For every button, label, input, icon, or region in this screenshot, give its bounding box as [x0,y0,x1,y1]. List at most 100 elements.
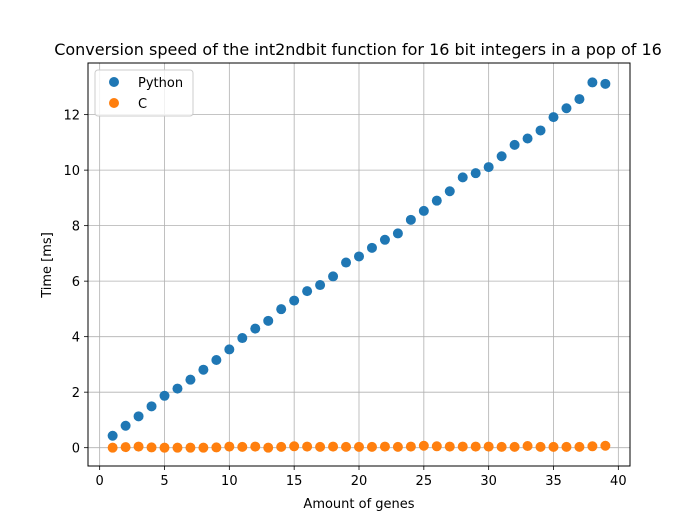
data-point-c [302,441,313,452]
data-point-python [250,323,261,334]
data-point-python [587,77,598,88]
data-point-c [263,442,274,453]
legend-marker-python [109,77,119,87]
data-point-python [457,172,468,183]
data-point-python [159,390,170,401]
data-point-c [379,441,390,452]
data-point-c [509,441,520,452]
data-point-python [302,286,313,297]
data-point-python [120,420,131,431]
data-point-c [470,441,481,452]
data-point-c [392,441,403,452]
legend-label-c: C [138,97,147,112]
data-point-c [444,441,455,452]
data-point-c [237,441,248,452]
data-point-python [574,94,585,105]
data-point-python [211,354,222,365]
data-point-python [548,112,559,123]
data-point-c [431,441,442,452]
y-tick-label: 2 [72,386,80,401]
data-point-python [535,125,546,136]
data-point-python [276,304,287,315]
y-axis-ticks: 0 2 4 6 8 10 12 [63,109,88,457]
x-tick-label: 25 [416,474,433,489]
x-tick-label: 20 [351,474,368,489]
data-point-c [133,441,144,452]
data-point-c [600,440,611,451]
data-points [107,77,611,453]
data-point-python [444,186,455,197]
data-point-python [431,195,442,206]
data-point-python [392,228,403,239]
series-python [107,77,611,441]
y-tick-label: 0 [72,442,80,457]
data-point-c [587,441,598,452]
data-point-c [172,442,183,453]
data-point-python [483,162,494,173]
data-point-c [341,441,352,452]
data-point-c [250,441,261,452]
data-point-c [120,442,131,453]
data-point-c [159,442,170,453]
data-point-python [224,344,235,355]
data-point-python [315,280,326,291]
data-point-python [341,257,352,268]
x-tick-label: 35 [545,474,562,489]
x-axis-ticks: 0 5 10 15 20 25 30 35 40 [96,466,627,489]
y-tick-label: 4 [72,331,80,346]
data-point-c [405,441,416,452]
data-point-python [146,401,157,412]
data-point-c [354,441,364,452]
x-tick-label: 10 [221,474,238,489]
data-point-c [561,441,572,452]
data-point-python [198,364,209,375]
legend-marker-c [109,98,119,108]
y-tick-label: 12 [63,109,80,124]
data-point-python [379,234,390,245]
data-point-c [457,441,468,452]
data-point-c [198,442,209,453]
x-tick-label: 40 [610,474,627,489]
data-point-python [405,214,416,225]
data-point-c [315,441,326,452]
y-tick-label: 10 [63,164,80,179]
legend: Python C [94,69,194,117]
data-point-python [522,133,533,144]
data-point-c [366,441,377,452]
y-tick-label: 6 [72,275,80,290]
data-point-c [418,440,429,451]
data-point-python [561,103,572,114]
data-point-c [211,442,222,453]
chart-title: Conversion speed of the int2ndbit functi… [54,40,662,59]
data-point-python [289,295,300,306]
data-point-c [328,441,339,452]
data-point-c [224,441,235,452]
data-point-python [470,168,481,179]
data-point-c [289,441,300,452]
legend-box [94,69,194,117]
y-axis-label: Time [ms] [40,232,55,299]
series-c [107,440,611,453]
data-point-c [276,441,287,452]
x-tick-label: 5 [160,474,168,489]
x-axis-label: Amount of genes [303,497,414,512]
data-point-python [600,78,611,89]
data-point-c [146,442,157,453]
data-point-c [496,441,507,452]
legend-label-python: Python [138,76,183,91]
data-point-python [354,251,364,262]
data-point-c [535,441,546,452]
data-point-python [133,411,144,422]
data-point-c [483,441,494,452]
data-point-python [263,315,274,326]
data-point-python [107,430,118,441]
data-point-c [185,442,196,453]
x-tick-label: 30 [480,474,497,489]
data-point-c [522,441,533,452]
x-tick-label: 15 [286,474,303,489]
data-point-c [548,441,559,452]
data-point-c [107,442,118,453]
y-tick-label: 8 [72,220,80,235]
data-point-python [509,139,520,150]
